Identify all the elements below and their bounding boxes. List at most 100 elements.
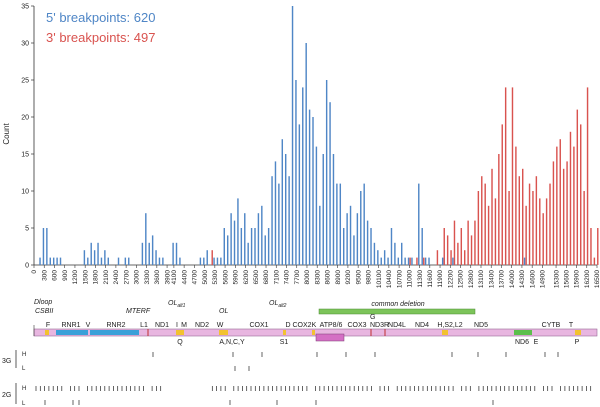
bar-5prime bbox=[261, 205, 263, 265]
x-tick-label: 16500 bbox=[594, 270, 600, 288]
bar-5prime bbox=[104, 250, 106, 265]
map-label-common-deletion: common deletion bbox=[371, 301, 424, 308]
bar-5prime bbox=[226, 235, 229, 265]
bar-3prime bbox=[593, 257, 596, 265]
atp86-block bbox=[315, 333, 345, 342]
trna-hsl-block bbox=[442, 330, 448, 335]
x-tick-label: 300 bbox=[41, 270, 48, 281]
x-tick-label: 10700 bbox=[396, 270, 403, 288]
bar-5prime bbox=[329, 102, 331, 265]
bar-3prime bbox=[580, 124, 582, 266]
bar-5prime bbox=[52, 257, 55, 265]
bar-3prime bbox=[528, 183, 531, 265]
bar-5prime bbox=[353, 235, 355, 265]
bar-5prime bbox=[349, 205, 352, 265]
map-label-r: R bbox=[384, 322, 389, 329]
bar-3prime bbox=[583, 191, 585, 265]
bar-5prime bbox=[206, 250, 208, 265]
gene-m: M bbox=[181, 322, 187, 329]
bar-5prime bbox=[175, 242, 178, 265]
x-tick-label: 13700 bbox=[499, 270, 506, 288]
bar-3prime bbox=[586, 87, 589, 266]
bar-5prime bbox=[59, 257, 62, 265]
bar-5prime bbox=[257, 213, 260, 265]
bar-3prime bbox=[481, 176, 483, 265]
gene-nd4: ND4 bbox=[415, 322, 429, 329]
x-tick-label: 11600 bbox=[427, 270, 434, 288]
gene-hs2l2: H,S2,L2 bbox=[437, 322, 462, 329]
trna-k-block bbox=[312, 330, 315, 335]
bar-5prime bbox=[274, 161, 277, 265]
y-tick-label: 10 bbox=[21, 189, 29, 196]
bar-5prime bbox=[281, 139, 284, 265]
bar-5prime bbox=[383, 250, 386, 265]
gene-q: Q bbox=[177, 339, 183, 346]
gene-rnr1: RNR1 bbox=[61, 322, 80, 329]
bar-5prime bbox=[90, 242, 92, 265]
bar-5prime bbox=[394, 242, 396, 265]
bar-3prime bbox=[566, 161, 568, 265]
bar-5prime bbox=[233, 220, 236, 265]
bar-5prime bbox=[83, 250, 86, 265]
x-tick-label: 7400 bbox=[284, 270, 291, 285]
ol-alt1-sub: alt1 bbox=[177, 303, 185, 309]
bar-3prime bbox=[470, 235, 473, 265]
bar-5prime bbox=[179, 257, 181, 265]
bar-3prime bbox=[542, 213, 544, 265]
bar-5prime bbox=[117, 257, 120, 265]
x-tick-label: 15300 bbox=[553, 270, 560, 288]
x-tick-label: 11900 bbox=[437, 270, 444, 288]
bar-5prime bbox=[46, 228, 48, 265]
bar-5prime bbox=[148, 242, 150, 265]
x-tick-label: 9200 bbox=[345, 270, 352, 285]
nd6-block bbox=[514, 330, 532, 335]
x-tick-label: 11000 bbox=[407, 270, 414, 288]
bar-3prime bbox=[460, 228, 463, 265]
x-tick-label: 1500 bbox=[82, 270, 89, 285]
bar-5prime bbox=[441, 257, 444, 265]
trna-f-block bbox=[45, 330, 49, 335]
x-tick-label: 15900 bbox=[574, 270, 581, 288]
x-tick-label: 3300 bbox=[144, 270, 151, 285]
bar-5prime bbox=[305, 43, 307, 265]
bar-5prime bbox=[366, 220, 369, 265]
bar-3prime bbox=[498, 154, 500, 265]
x-tick-label: 15600 bbox=[563, 270, 570, 288]
bar-5prime bbox=[56, 257, 58, 265]
bar-5prime bbox=[250, 228, 253, 265]
y-tick-label: 35 bbox=[21, 4, 29, 11]
bar-3prime bbox=[597, 228, 599, 265]
bar-5prime bbox=[308, 109, 311, 265]
bar-3prime bbox=[569, 131, 572, 265]
x-tick-label: 6800 bbox=[263, 270, 270, 285]
x-tick-label: 5000 bbox=[202, 270, 209, 285]
bar-5prime bbox=[288, 176, 290, 265]
x-tick-label: 6200 bbox=[243, 270, 250, 285]
bar-3prime bbox=[464, 250, 466, 265]
x-tick-label: 5600 bbox=[222, 270, 229, 285]
x-tick-label: 3600 bbox=[154, 270, 161, 285]
bar-5prime bbox=[363, 183, 365, 265]
bar-3prime bbox=[446, 235, 449, 265]
bar-5prime bbox=[141, 242, 144, 265]
x-tick-label: 14000 bbox=[509, 270, 516, 288]
gene-cytb: CYTB bbox=[542, 322, 561, 329]
gene-v: V bbox=[86, 322, 91, 329]
bar-5prime bbox=[264, 235, 266, 265]
x-tick-label: 10100 bbox=[376, 270, 383, 288]
bar-5prime bbox=[418, 183, 420, 265]
map-label-csbii: CSBII bbox=[35, 308, 53, 315]
bar-5prime bbox=[390, 228, 393, 265]
g4-tracks: 3G H L 2G H L bbox=[2, 350, 592, 407]
map-label-dloop: Dloop bbox=[34, 299, 52, 306]
ol-alt1-main: OL bbox=[168, 300, 177, 307]
gene-nd6: ND6 bbox=[515, 339, 529, 346]
x-tick-label: 10400 bbox=[386, 270, 393, 288]
trna-tp-block bbox=[575, 330, 581, 335]
y-tick-label: 25 bbox=[21, 78, 29, 85]
common-deletion-bar bbox=[318, 308, 476, 315]
bar-5prime bbox=[100, 257, 103, 265]
map-label-g: G bbox=[370, 314, 375, 321]
bar-5prime bbox=[220, 257, 222, 265]
bar-5prime bbox=[97, 242, 99, 265]
